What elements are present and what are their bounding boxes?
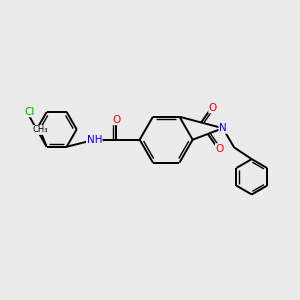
Text: N: N: [219, 123, 227, 133]
Text: CH₃: CH₃: [32, 125, 48, 134]
Text: Cl: Cl: [24, 107, 34, 117]
Text: O: O: [112, 115, 120, 125]
Text: O: O: [215, 144, 224, 154]
Text: O: O: [209, 103, 217, 113]
Text: NH: NH: [87, 135, 102, 145]
